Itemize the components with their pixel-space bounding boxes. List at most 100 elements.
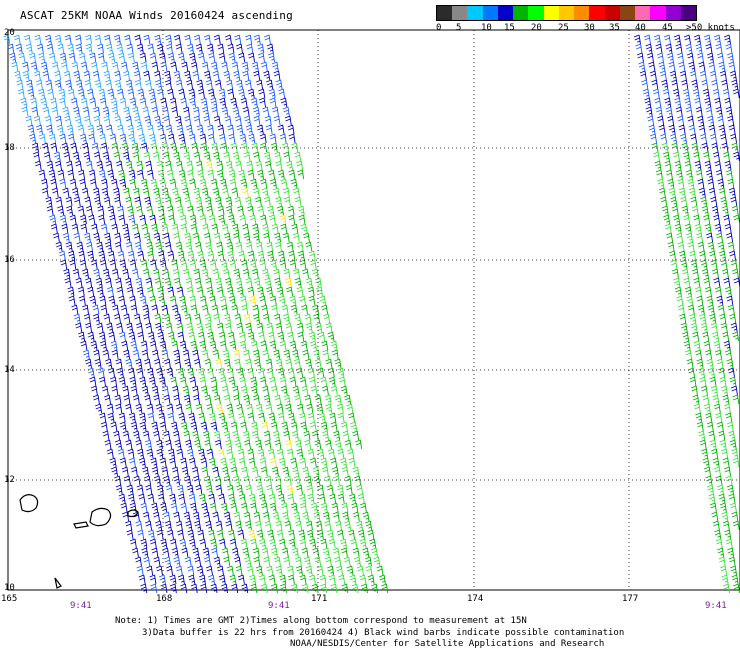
- wind-barb: [696, 52, 704, 63]
- wind-barb: [365, 565, 373, 576]
- wind-barb: [128, 367, 135, 378]
- wind-barb: [266, 367, 274, 378]
- wind-barb: [123, 70, 130, 81]
- wind-barb: [208, 214, 216, 225]
- wind-barb: [159, 178, 167, 189]
- wind-barb: [668, 124, 676, 135]
- wind-barb: [271, 223, 279, 234]
- wind-barb: [219, 340, 227, 351]
- legend-tick-label: 25: [558, 23, 569, 33]
- wind-barb: [179, 376, 187, 387]
- wind-barb: [166, 529, 174, 540]
- wind-barb: [35, 124, 43, 135]
- wind-barb: [722, 88, 730, 99]
- wind-barb: [137, 88, 145, 99]
- wind-barb: [245, 358, 253, 369]
- wind-barb: [303, 430, 311, 441]
- wind-barb: [673, 34, 681, 45]
- wind-barb: [182, 349, 190, 360]
- wind-barb: [668, 61, 676, 72]
- wind-barb: [727, 241, 735, 252]
- wind-barb: [145, 160, 153, 171]
- wind-barb: [311, 268, 319, 279]
- wind-barb: [309, 340, 317, 351]
- wind-barb: [271, 385, 278, 396]
- wind-barb: [655, 43, 663, 54]
- wind-barb: [207, 331, 215, 342]
- wind-barb: [223, 511, 231, 522]
- wind-barb: [727, 547, 735, 558]
- longitude-label: 174: [467, 594, 483, 604]
- wind-barb: [689, 313, 697, 324]
- wind-barb: [223, 556, 231, 567]
- wind-barb: [201, 304, 209, 315]
- wind-barb: [245, 322, 253, 333]
- wind-barb: [259, 295, 267, 306]
- wind-barb: [216, 565, 224, 576]
- wind-barb: [111, 223, 119, 234]
- wind-barb: [119, 178, 127, 189]
- wind-barb: [255, 439, 263, 450]
- wind-barb: [125, 403, 133, 414]
- wind-barb: [119, 133, 127, 144]
- wind-barb: [723, 277, 731, 288]
- wind-barb: [275, 484, 283, 495]
- wind-barb: [277, 331, 285, 342]
- wind-barb: [292, 187, 300, 198]
- wind-barb: [332, 547, 340, 558]
- wind-barb: [163, 394, 171, 405]
- wind-barb: [111, 61, 119, 72]
- wind-barb: [34, 34, 42, 45]
- wind-barb: [105, 79, 113, 90]
- wind-barb: [169, 295, 177, 306]
- wind-barb: [213, 394, 221, 405]
- wind-barb: [100, 421, 108, 432]
- wind-barb: [210, 97, 218, 108]
- wind-barb: [717, 178, 725, 189]
- wind-barb: [209, 259, 217, 270]
- wind-barb: [114, 232, 122, 243]
- wind-barb: [35, 79, 43, 90]
- wind-barb: [143, 34, 151, 45]
- wind-barb: [239, 376, 247, 387]
- wind-barb: [209, 340, 217, 351]
- wind-barb: [152, 511, 160, 522]
- wind-barb: [242, 547, 250, 558]
- wind-barb: [729, 439, 737, 450]
- wind-barb: [95, 403, 103, 414]
- wind-barb: [246, 160, 254, 171]
- wind-barb: [85, 241, 93, 252]
- wind-barb: [205, 520, 213, 531]
- wind-barb: [198, 412, 206, 423]
- wind-barb: [661, 205, 669, 216]
- wind-barb: [160, 502, 168, 513]
- wind-barb: [171, 259, 179, 270]
- wind-barb: [697, 304, 705, 315]
- wind-barb: [71, 61, 79, 72]
- wind-barb: [116, 322, 124, 333]
- wind-barb: [296, 160, 304, 171]
- wind-barb: [127, 88, 135, 99]
- wind-barb: [313, 349, 320, 360]
- wind-barb: [71, 187, 79, 198]
- wind-barb: [707, 115, 715, 126]
- wind-barb: [105, 277, 112, 288]
- wind-barb: [221, 187, 229, 198]
- wind-barb: [185, 403, 193, 414]
- wind-barb: [689, 250, 696, 261]
- wind-barb: [253, 511, 261, 522]
- wind-barb: [694, 160, 702, 171]
- wind-barb: [78, 52, 86, 63]
- wind-barb: [103, 70, 111, 81]
- wind-barb: [43, 151, 51, 162]
- wind-barb: [239, 133, 247, 144]
- wind-barb: [171, 106, 179, 117]
- wind-barb: [356, 520, 364, 531]
- wind-barb: [686, 232, 694, 243]
- wind-barb: [46, 43, 54, 54]
- wind-barb: [699, 70, 707, 81]
- wind-barb: [301, 385, 309, 396]
- wind-barb: [130, 304, 138, 315]
- wind-barb: [179, 214, 187, 225]
- wind-barb: [715, 106, 723, 117]
